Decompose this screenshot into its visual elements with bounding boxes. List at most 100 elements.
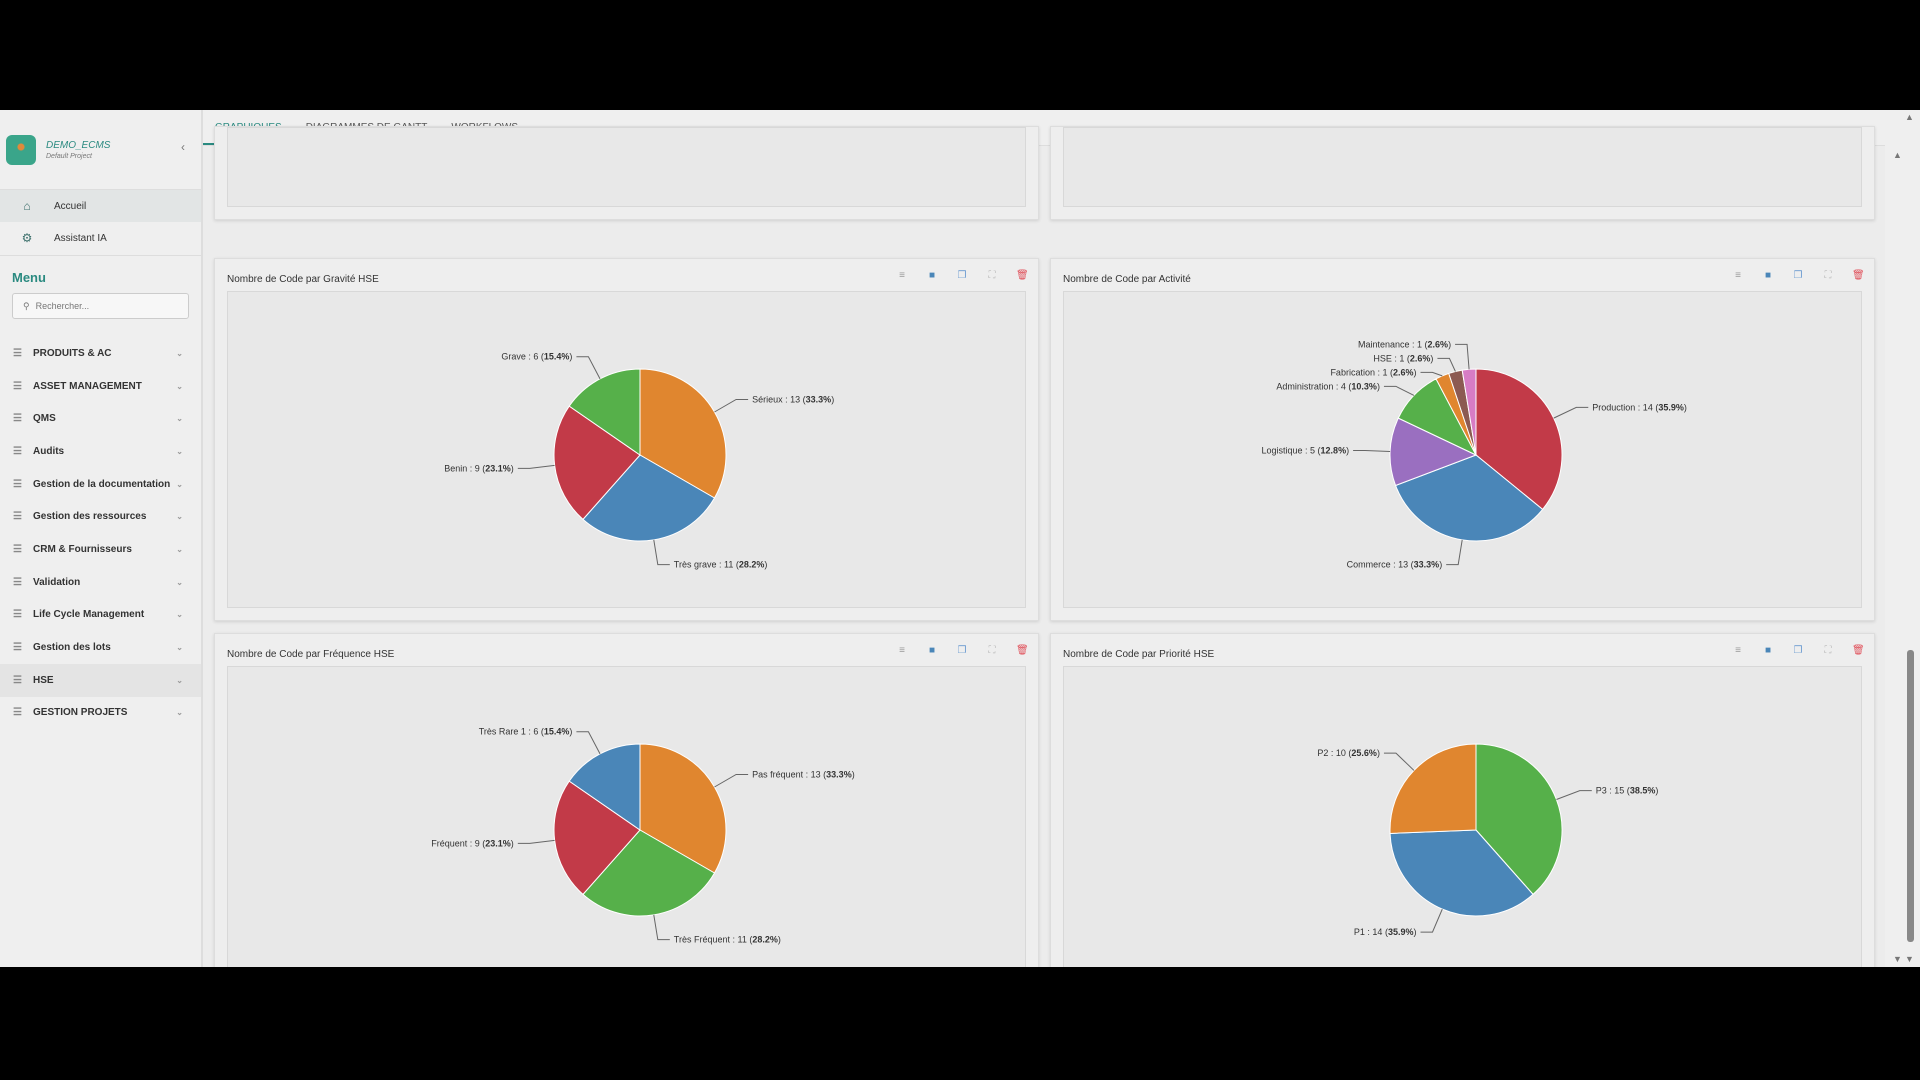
chart-toolbar: ≡ ■ ❐ ⛶ 🗑 — [896, 645, 1029, 656]
chart-title: Nombre de Code par Gravité HSE — [227, 274, 379, 285]
menu-item[interactable]: ☰ Validation ⌄ — [0, 566, 201, 599]
chevron-down-icon[interactable]: ⌄ — [176, 708, 183, 718]
chevron-down-icon[interactable]: ⌄ — [176, 610, 183, 620]
filter-icon[interactable]: ≡ — [899, 645, 905, 656]
menu-item[interactable]: ☰ ASSET MANAGEMENT ⌄ — [0, 370, 201, 403]
list-icon: ☰ — [13, 642, 22, 654]
pie-slice[interactable] — [639, 743, 727, 874]
data-label: Sérieux : 13 (33.3%) — [752, 395, 834, 405]
data-label: HSE : 1 (2.6%) — [1373, 353, 1433, 363]
pie-chart: Production : 14 (35.9%) Commerce : 13 (33… — [1262, 339, 1687, 569]
pie-slice[interactable] — [568, 368, 641, 456]
delete-icon[interactable]: 🗑 — [1852, 270, 1865, 281]
pie-chart: Sérieux : 13 (33.3%) Très grave : 11 (28.… — [444, 352, 834, 570]
pie-slice[interactable] — [1475, 368, 1563, 511]
list-icon: ☰ — [13, 445, 22, 457]
nav-accueil[interactable]: ⌂ Accueil — [0, 190, 201, 222]
menu-list: ☰ PRODUITS & AC ⌄ ☰ ASSET MANAGEMENT ⌄ ☰ QMS ⌄ ☰ A… — [0, 337, 201, 729]
menu-item[interactable]: ☰ QMS ⌄ — [0, 402, 201, 435]
pie-slice[interactable] — [553, 780, 641, 896]
data-label: P2 : 10 (25.6%) — [1317, 748, 1380, 758]
data-label: P3 : 15 (38.5%) — [1596, 786, 1659, 796]
pie-slice[interactable] — [568, 743, 641, 831]
scroll-down-icon[interactable]: ▼ — [1905, 954, 1914, 964]
nav-label: Accueil — [54, 200, 87, 212]
data-label: P1 : 14 (35.9%) — [1354, 927, 1417, 937]
sidebar: DEMO_ECMS Default Project ‹ ⌂ Accueil ⚙ As… — [0, 110, 203, 967]
plot-area — [227, 127, 1026, 207]
menu-item-label: Gestion des ressources — [33, 511, 147, 523]
copy-icon[interactable]: ❐ — [957, 645, 967, 656]
plot-area: Pas fréquent : 13 (33.3%) Très Fréquent :… — [227, 666, 1026, 967]
scrollbar[interactable]: ▲ ▲ ▼ ▼ — [1885, 110, 1920, 967]
list-icon: ☰ — [13, 576, 22, 588]
search-input[interactable]: ⚲ Rechercher... — [12, 293, 189, 319]
filter-icon[interactable]: ≡ — [1735, 270, 1741, 281]
pie-slice[interactable] — [1389, 417, 1478, 487]
project-subtitle: Default Project — [46, 152, 92, 160]
data-label: Administration : 4 (10.3%) — [1276, 381, 1380, 391]
menu-item[interactable]: ☰ Gestion des lots ⌄ — [0, 631, 201, 664]
copy-icon[interactable]: ❐ — [1793, 270, 1803, 281]
menu-item-label: HSE — [33, 674, 54, 686]
inner-scroll-down-icon[interactable]: ▼ — [1893, 954, 1902, 964]
copy-icon[interactable]: ❐ — [1793, 645, 1803, 656]
pie-slice[interactable] — [553, 405, 641, 521]
menu-item[interactable]: ☰ HSE ⌄ — [0, 663, 201, 697]
scrollbar-thumb[interactable] — [1907, 650, 1914, 942]
pie-slice[interactable] — [1461, 368, 1477, 456]
menu-item[interactable]: ☰ Gestion de la documentation ⌄ — [0, 468, 201, 501]
data-label: Maintenance : 1 (2.6%) — [1358, 339, 1451, 349]
collapse-sidebar-button[interactable]: ‹ — [181, 140, 185, 154]
chevron-down-icon[interactable]: ⌄ — [176, 446, 183, 456]
pie-slice[interactable] — [639, 368, 727, 499]
fullscreen-icon[interactable]: ⛶ — [1824, 270, 1832, 281]
menu-item-label: Gestion des lots — [33, 642, 111, 654]
pie-slice[interactable] — [1389, 743, 1477, 834]
leader-line — [1437, 357, 1456, 372]
delete-icon[interactable]: 🗑 — [1016, 645, 1029, 656]
chart-toolbar: ≡ ■ ❐ ⛶ 🗑 — [896, 270, 1029, 281]
menu-item-label: Life Cycle Management — [33, 609, 145, 621]
chevron-down-icon[interactable]: ⌄ — [176, 544, 183, 554]
menu-item[interactable]: ☰ GESTION PROJETS ⌄ — [0, 697, 201, 730]
delete-icon[interactable]: 🗑 — [1852, 645, 1865, 656]
scroll-up-icon[interactable]: ▲ — [1905, 112, 1914, 122]
inner-scroll-up-icon[interactable]: ▲ — [1893, 150, 1902, 160]
filter-icon[interactable]: ≡ — [1735, 645, 1741, 656]
data-label: Très grave : 11 (28.2%) — [674, 560, 768, 570]
chevron-down-icon[interactable]: ⌄ — [176, 643, 183, 653]
data-label: Très Fréquent : 11 (28.2%) — [674, 935, 781, 945]
menu-item[interactable]: ☰ Life Cycle Management ⌄ — [0, 599, 201, 632]
leader-line — [653, 914, 670, 941]
plot-area: Sérieux : 13 (33.3%) Très grave : 11 (28.… — [227, 291, 1026, 608]
filter-icon[interactable]: ≡ — [899, 270, 905, 281]
chevron-down-icon[interactable]: ⌄ — [176, 414, 183, 424]
fullscreen-icon[interactable]: ⛶ — [988, 270, 996, 281]
save-icon[interactable]: ■ — [1764, 645, 1772, 656]
save-icon[interactable]: ■ — [928, 645, 936, 656]
chevron-down-icon[interactable]: ⌄ — [176, 675, 183, 685]
pie-slice[interactable] — [1394, 454, 1544, 542]
chevron-down-icon[interactable]: ⌄ — [176, 381, 183, 391]
fullscreen-icon[interactable]: ⛶ — [1824, 645, 1832, 656]
chevron-down-icon[interactable]: ⌄ — [176, 348, 183, 358]
menu-item[interactable]: ☰ Gestion des ressources ⌄ — [0, 500, 201, 533]
list-icon: ☰ — [13, 543, 22, 555]
save-icon[interactable]: ■ — [1764, 270, 1772, 281]
chevron-down-icon[interactable]: ⌄ — [176, 577, 183, 587]
menu-item[interactable]: ☰ CRM & Fournisseurs ⌄ — [0, 533, 201, 566]
nav-assistant-ia[interactable]: ⚙ Assistant IA — [0, 222, 201, 254]
leader-line — [576, 731, 601, 755]
pie-slice[interactable] — [1475, 743, 1563, 896]
menu-item[interactable]: ☰ PRODUITS & AC ⌄ — [0, 337, 201, 370]
chevron-down-icon[interactable]: ⌄ — [176, 512, 183, 522]
chevron-down-icon[interactable]: ⌄ — [176, 479, 183, 489]
leader-line — [1455, 343, 1470, 370]
fullscreen-icon[interactable]: ⛶ — [988, 645, 996, 656]
delete-icon[interactable]: 🗑 — [1016, 270, 1029, 281]
copy-icon[interactable]: ❐ — [957, 270, 967, 281]
menu-item[interactable]: ☰ Audits ⌄ — [0, 435, 201, 468]
save-icon[interactable]: ■ — [928, 270, 936, 281]
list-icon: ☰ — [13, 478, 22, 490]
